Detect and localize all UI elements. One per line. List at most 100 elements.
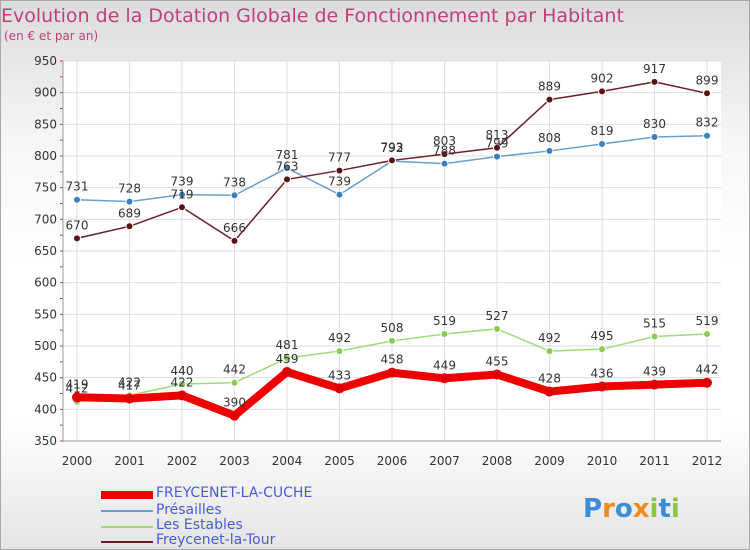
data-label-3: 902 [591,71,614,85]
data-point-1 [650,133,659,141]
data-point-3 [650,77,659,86]
data-label-2: 515 [643,317,666,331]
data-point-0 [229,410,240,421]
data-point-2 [545,347,554,356]
data-label-2: 527 [486,309,509,323]
data-label-3: 917 [643,62,666,76]
data-point-2 [335,347,344,356]
data-label-0: 390 [223,396,246,410]
data-point-1 [230,191,239,200]
x-tick-label: 2005 [324,454,355,468]
data-label-3: 889 [538,80,561,94]
y-tick-label: 400 [34,402,57,416]
data-point-2 [703,329,711,338]
data-point-2 [388,336,396,345]
data-label-3: 777 [328,151,351,165]
y-tick-label: 800 [34,149,57,163]
data-label-1: 830 [643,117,666,131]
data-point-0 [72,392,82,403]
data-label-0: 417 [118,379,141,393]
data-point-1 [703,131,711,140]
data-point-2 [283,354,291,363]
data-point-3 [125,222,134,231]
data-label-3: 813 [486,128,509,142]
x-tick-label: 2006 [377,454,408,468]
data-point-0 [334,383,345,394]
y-tick-label: 750 [34,181,57,195]
data-label-2: 412 [66,382,89,396]
logo-letter: P [583,494,603,524]
data-label-1: 819 [591,124,614,138]
data-label-2: 495 [591,329,614,343]
y-tick-label: 500 [34,339,57,353]
data-point-3 [703,89,711,98]
data-label-2: 519 [696,314,719,328]
data-label-3: 666 [223,221,246,235]
chart-title: Evolution de la Dotation Globale de Fonc… [1,5,624,27]
data-label-0: 455 [486,355,509,369]
data-point-1 [598,139,606,148]
data-point-3 [545,95,554,104]
data-label-0: 442 [696,363,719,377]
legend-swatch-2 [101,526,153,528]
data-point-1 [545,146,554,155]
data-label-1: 788 [433,144,456,158]
legend-label-2: Les Estables [156,517,243,533]
data-label-2: 481 [276,338,299,352]
x-tick-label: 2009 [534,454,565,468]
y-tick-label: 350 [34,434,57,448]
data-point-0 [544,386,555,397]
data-point-1 [440,159,449,168]
data-point-3 [440,150,449,159]
data-label-0: 436 [591,367,614,381]
logo-letter: i [649,494,659,524]
data-point-3 [73,234,81,243]
x-tick-label: 2012 [692,454,723,468]
data-point-3 [388,156,396,165]
data-label-1: 799 [486,137,509,151]
data-label-1: 832 [696,116,719,130]
y-tick-label: 900 [34,86,57,100]
data-label-1: 739 [171,175,194,189]
data-point-1 [125,197,134,206]
data-point-0 [387,367,397,378]
logo-letter: r [602,494,615,524]
data-label-0: 428 [538,372,561,386]
y-tick-label: 850 [34,117,57,131]
data-label-3: 719 [171,187,194,201]
data-label-1: 808 [538,131,561,145]
legend-swatch-0 [101,491,153,499]
x-tick-label: 2011 [639,454,670,468]
data-point-0 [702,377,712,388]
y-tick-label: 550 [34,307,57,321]
x-tick-label: 2000 [62,454,93,468]
logo-letter: i [670,494,680,524]
data-point-2 [598,345,606,354]
data-label-0: 458 [381,353,404,367]
logo-letter: t [658,494,671,524]
y-tick-label: 700 [34,212,57,226]
data-label-2: 492 [328,331,351,345]
y-tick-label: 600 [34,276,57,290]
data-point-2 [650,332,659,341]
data-point-2 [493,324,501,333]
data-label-2: 440 [171,364,194,378]
data-point-3 [283,175,291,184]
data-label-1: 728 [118,182,141,196]
data-label-1: 738 [223,175,246,189]
data-label-0: 439 [643,365,666,379]
data-label-3: 689 [118,206,141,220]
data-label-3: 793 [381,140,404,154]
chart-subtitle: (en € et par an) [4,29,99,43]
data-point-3 [598,87,606,96]
legend-label-1: Présailles [156,502,222,518]
data-label-2: 422 [118,375,141,389]
data-label-1: 781 [276,148,299,162]
data-point-0 [492,369,502,380]
logo-letter: x [632,494,650,524]
data-label-3: 803 [433,134,456,148]
data-label-2: 442 [223,363,246,377]
data-label-1: 792 [381,141,404,155]
